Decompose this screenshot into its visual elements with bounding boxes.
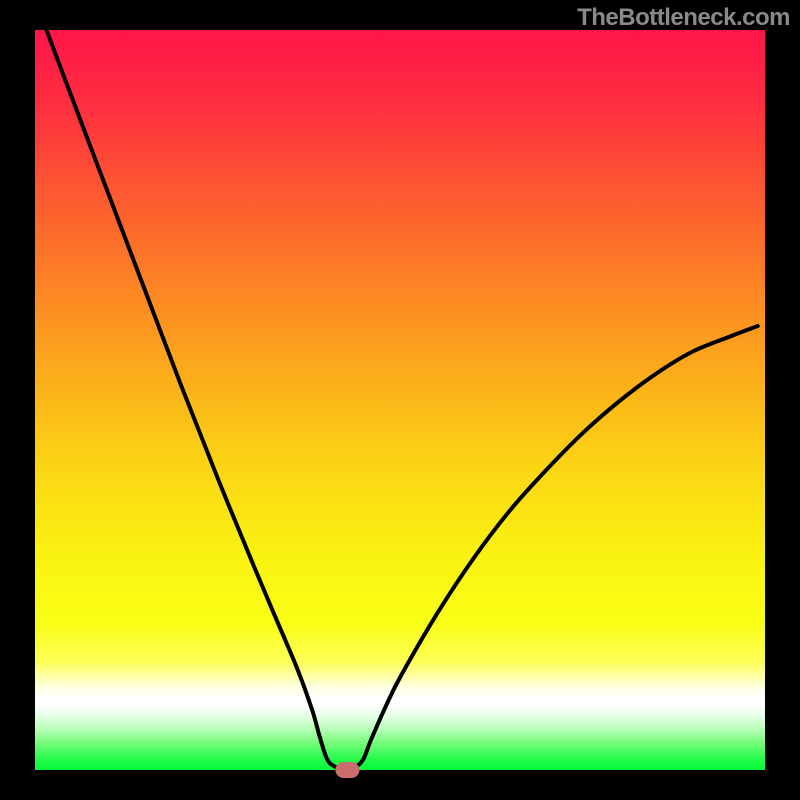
bottleneck-chart — [0, 0, 800, 800]
optimum-marker — [335, 762, 359, 778]
watermark-text: TheBottleneck.com — [577, 4, 790, 32]
plot-background — [35, 30, 765, 770]
